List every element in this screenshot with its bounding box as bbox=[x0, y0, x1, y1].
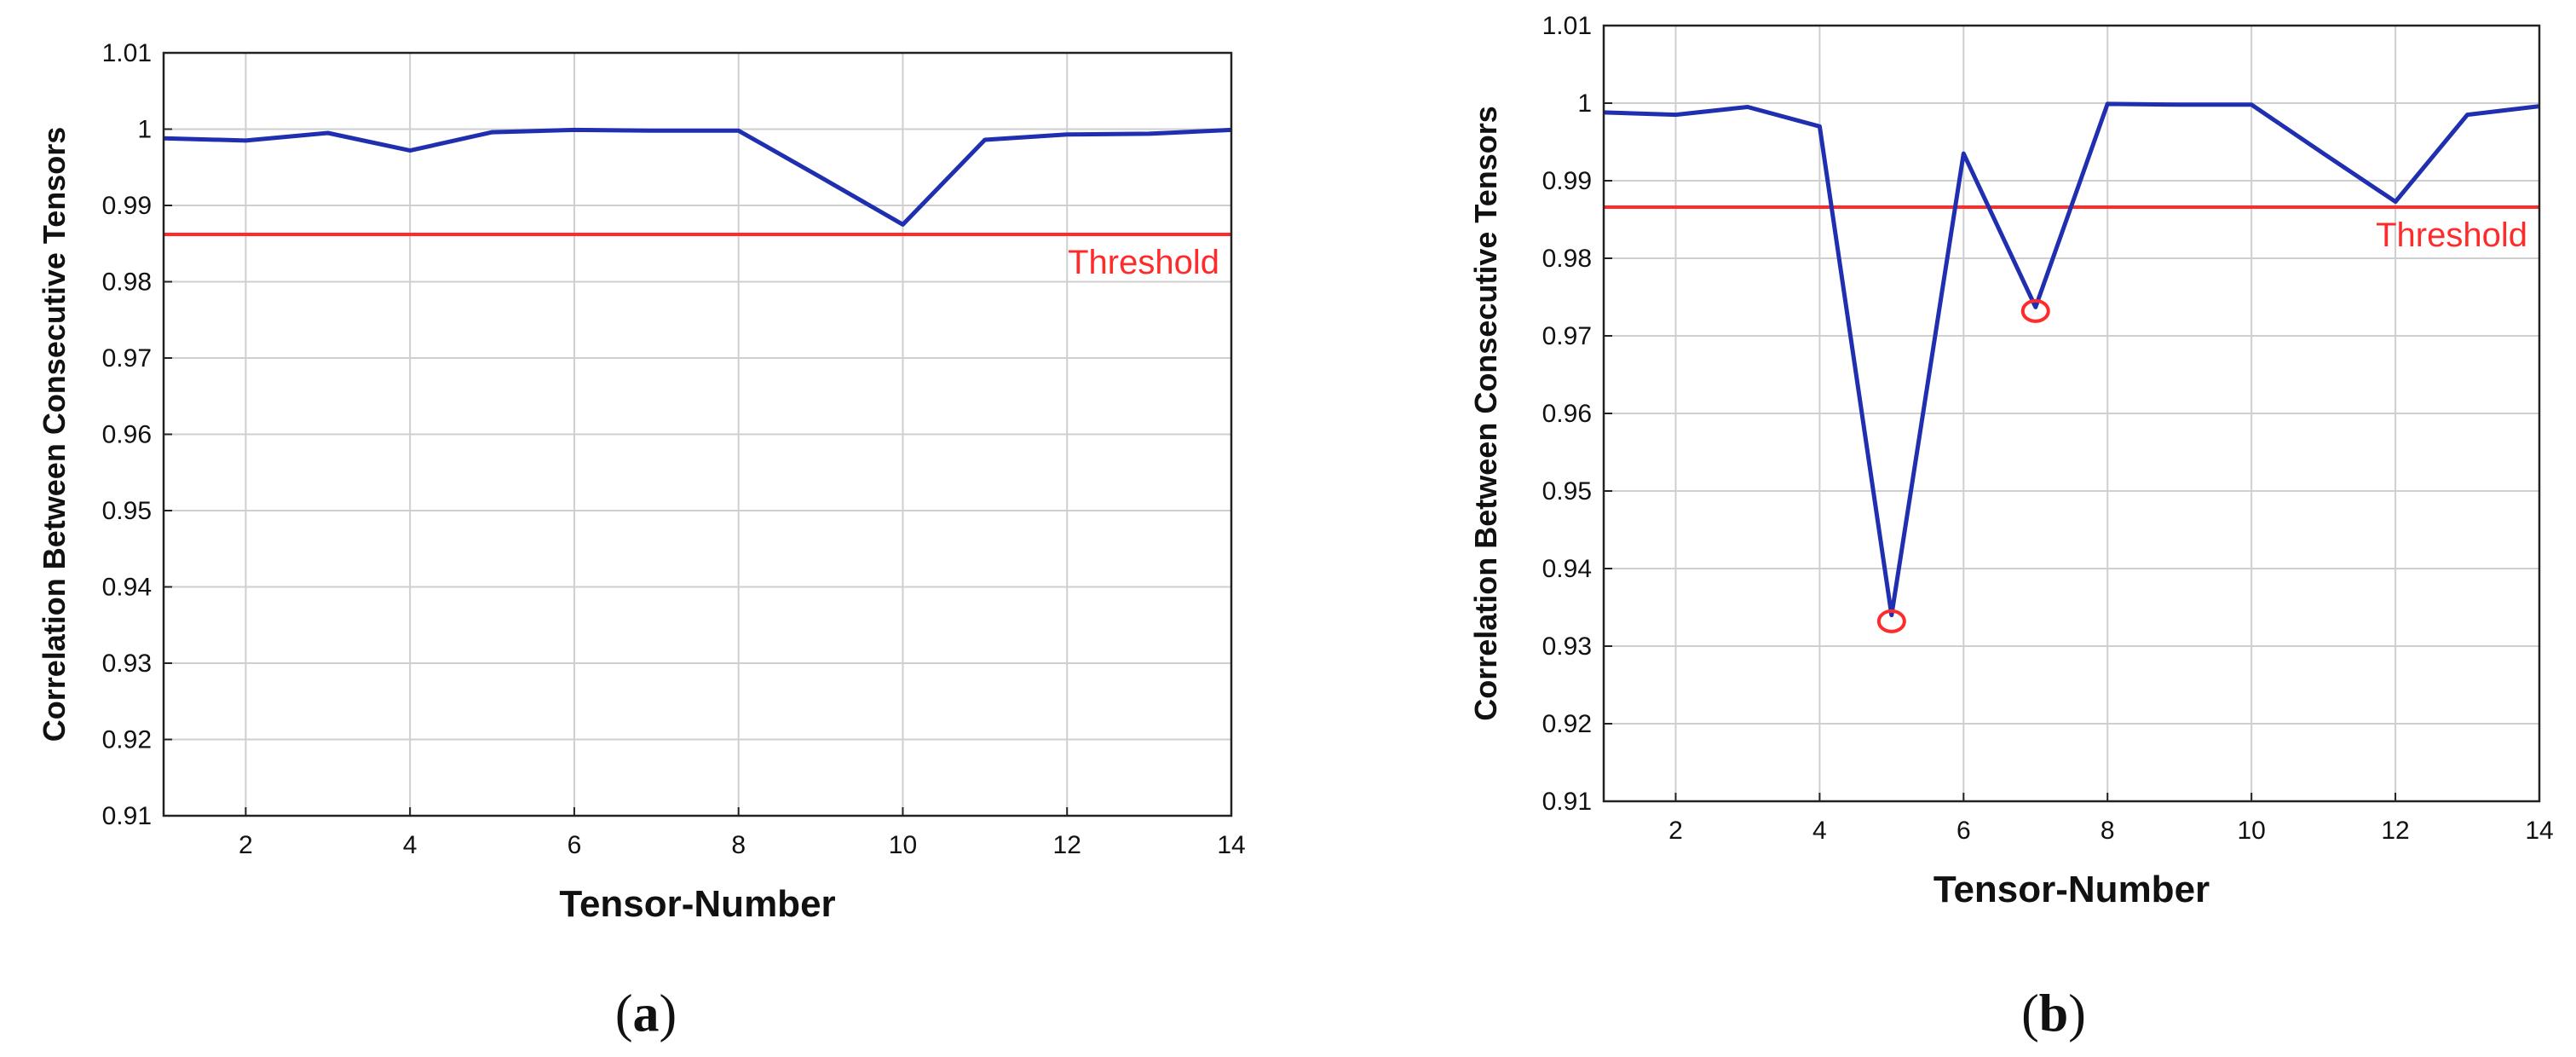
chart-panel-b: Threshold 2 4 6 8 10 12 14 0.91 0.92 0.93 0.94 0.95 0… bbox=[1312, 0, 2576, 1057]
chart-b-series-line-0 bbox=[1603, 101, 2540, 618]
chart-b-ytick-label-10: 1.01 bbox=[1542, 12, 1592, 40]
chart-a-xtick-label-12: 12 bbox=[1053, 831, 1081, 859]
chart-b-ytick-label-3: 0.94 bbox=[1542, 555, 1592, 583]
chart-b-marker-1 bbox=[2020, 298, 2050, 323]
chart-a-ytick-label-5: 0.96 bbox=[102, 421, 152, 449]
chart-b-marker-0 bbox=[1876, 609, 1906, 633]
chart-b-xtick-label-10: 10 bbox=[2237, 817, 2265, 845]
chart-a-threshold-label: Threshold bbox=[1068, 244, 1219, 281]
chart-a-svg: Threshold 2 4 6 8 10 12 14 0.91 0.92 0.93 0.94 0.95 0… bbox=[37, 39, 1246, 925]
chart-a-ytick-label-8: 0.99 bbox=[102, 192, 152, 220]
chart-b-ytick-label-5: 0.96 bbox=[1542, 400, 1592, 428]
chart-a-x-axis-label: Tensor-Number bbox=[559, 883, 835, 925]
caption-a: (a) bbox=[615, 985, 677, 1045]
caption-a-open: ( bbox=[614, 985, 633, 1043]
caption-b-close: ) bbox=[2068, 985, 2086, 1043]
chart-b-ytick-label-1: 0.92 bbox=[1542, 710, 1592, 738]
chart-b-x-axis-label: Tensor-Number bbox=[1933, 869, 2210, 910]
chart-a-ytick-label-0: 0.91 bbox=[102, 802, 152, 830]
chart-b-xtick-label-8: 8 bbox=[2101, 817, 2115, 845]
chart-b-ytick-label-6: 0.97 bbox=[1542, 322, 1592, 350]
chart-b-y-axis-label: Correlation Between Consecutive Tensors bbox=[1468, 106, 1503, 721]
chart-b-xtick-label-14: 14 bbox=[2525, 817, 2553, 845]
chart-a-y-axis-label: Correlation Between Consecutive Tensors bbox=[37, 127, 72, 742]
chart-a-xtick-label-14: 14 bbox=[1217, 831, 1245, 859]
chart-b-ytick-label-2: 0.93 bbox=[1542, 632, 1592, 661]
chart-b-xtick-label-12: 12 bbox=[2381, 817, 2409, 845]
chart-a-ytick-label-7: 0.98 bbox=[102, 269, 152, 297]
chart-a-xtick-label-10: 10 bbox=[889, 831, 917, 859]
chart-a-series-line-0 bbox=[163, 127, 1232, 227]
chart-a-ytick-label-10: 1.01 bbox=[102, 39, 152, 67]
chart-a-xtick-label-6: 6 bbox=[568, 831, 582, 859]
chart-a-ytick-label-9: 1 bbox=[137, 116, 152, 144]
chart-a-ytick-label-3: 0.94 bbox=[102, 574, 152, 602]
chart-a-xtick-label-4: 4 bbox=[403, 831, 418, 859]
caption-a-close: ) bbox=[659, 985, 677, 1043]
chart-a-ytick-label-1: 0.92 bbox=[102, 726, 152, 754]
caption-b: (b) bbox=[2021, 985, 2086, 1045]
chart-a-ytick-label-2: 0.93 bbox=[102, 650, 152, 678]
chart-a-xtick-label-2: 2 bbox=[239, 831, 253, 859]
chart-b-threshold-label: Threshold bbox=[2376, 217, 2527, 254]
chart-b-svg: Threshold 2 4 6 8 10 12 14 0.91 0.92 0.93 0.94 0.95 0… bbox=[1468, 12, 2554, 910]
chart-b-ytick-label-0: 0.91 bbox=[1542, 788, 1592, 816]
chart-a-ytick-label-6: 0.97 bbox=[102, 344, 152, 373]
chart-b-ytick-label-7: 0.98 bbox=[1542, 245, 1592, 273]
chart-b-xtick-label-2: 2 bbox=[1668, 817, 1683, 845]
caption-a-letter: a bbox=[632, 985, 660, 1043]
chart-b-ytick-label-4: 0.95 bbox=[1542, 477, 1592, 505]
chart-b-ytick-label-9: 1 bbox=[1577, 90, 1592, 118]
chart-panel-a: Threshold 2 4 6 8 10 12 14 0.91 0.92 0.93 0.94 0.95 0… bbox=[0, 0, 1261, 1057]
chart-a-ytick-label-4: 0.95 bbox=[102, 497, 152, 525]
chart-b-ytick-label-8: 0.99 bbox=[1542, 167, 1592, 195]
caption-b-open: ( bbox=[2021, 985, 2039, 1043]
caption-b-letter: b bbox=[2038, 985, 2069, 1043]
chart-b-xtick-label-6: 6 bbox=[1956, 817, 1971, 845]
chart-b-xtick-label-4: 4 bbox=[1812, 817, 1827, 845]
chart-a-xtick-label-8: 8 bbox=[731, 831, 746, 859]
